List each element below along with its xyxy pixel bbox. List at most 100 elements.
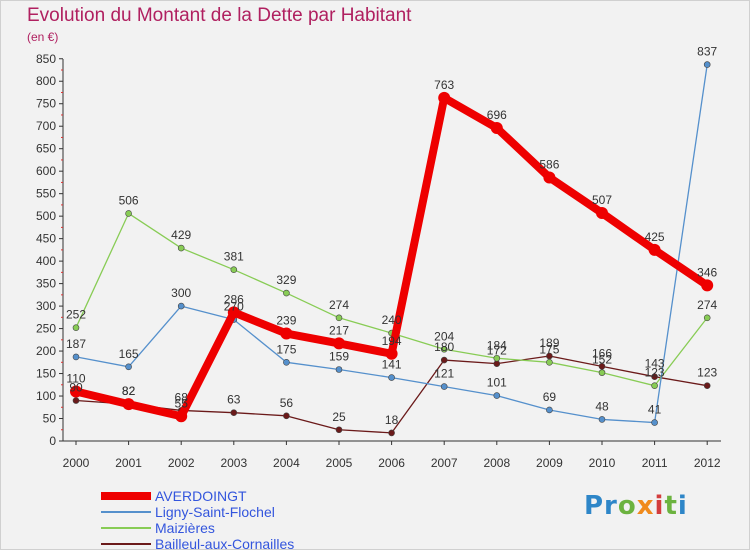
series-point bbox=[703, 382, 711, 389]
series-point bbox=[125, 363, 132, 371]
data-label: 381 bbox=[224, 250, 244, 264]
series-point bbox=[335, 426, 343, 434]
y-tick-label: 100 bbox=[36, 389, 56, 403]
y-tick-label: 150 bbox=[36, 367, 56, 381]
series-point bbox=[335, 366, 343, 373]
data-label: 180 bbox=[434, 340, 454, 354]
legend-swatch bbox=[101, 543, 151, 545]
legend-item: Maizières bbox=[101, 520, 361, 536]
x-tick-label: 2005 bbox=[326, 456, 353, 470]
series-point bbox=[546, 359, 553, 366]
series-point bbox=[648, 243, 661, 256]
unit-label: (en €) bbox=[27, 30, 59, 44]
series-point bbox=[651, 419, 658, 426]
x-tick-label: 2008 bbox=[483, 456, 510, 470]
data-label: 101 bbox=[487, 376, 507, 390]
series-point bbox=[598, 369, 606, 376]
legend-swatch bbox=[101, 527, 151, 529]
data-label: 240 bbox=[382, 313, 402, 327]
series-point bbox=[177, 244, 185, 252]
data-label: 239 bbox=[276, 314, 296, 328]
y-tick-label: 300 bbox=[36, 299, 56, 313]
legend: AVERDOINGT Ligny-Saint-Flochel Maizières Ba… bbox=[101, 488, 361, 550]
data-label: 123 bbox=[697, 366, 717, 380]
series-point bbox=[283, 359, 290, 366]
y-tick-label: 250 bbox=[36, 322, 56, 336]
data-label: 48 bbox=[595, 399, 609, 413]
data-label: 507 bbox=[592, 193, 612, 207]
x-tick-label: 2007 bbox=[431, 456, 458, 470]
legend-swatch bbox=[101, 492, 151, 500]
data-label: 194 bbox=[382, 334, 402, 348]
series-point bbox=[283, 289, 290, 297]
data-label: 286 bbox=[224, 292, 244, 306]
legend-item: Ligny-Saint-Flochel bbox=[101, 504, 361, 520]
y-tick-label: 400 bbox=[36, 254, 56, 268]
y-tick-label: 700 bbox=[36, 119, 56, 133]
data-label: 696 bbox=[487, 108, 507, 122]
data-label: 837 bbox=[697, 45, 717, 59]
x-tick-label: 2002 bbox=[168, 456, 195, 470]
series-point bbox=[703, 61, 711, 68]
data-label: 346 bbox=[697, 265, 717, 279]
data-label: 217 bbox=[329, 323, 349, 337]
y-tick-label: 200 bbox=[36, 344, 56, 358]
data-label: 56 bbox=[280, 396, 294, 410]
series-point bbox=[177, 302, 185, 310]
y-tick-label: 600 bbox=[36, 164, 56, 178]
series-point bbox=[175, 410, 188, 423]
data-label: 187 bbox=[66, 337, 86, 351]
data-label: 270 bbox=[224, 300, 244, 314]
series-point bbox=[122, 398, 135, 411]
data-label: 166 bbox=[592, 346, 612, 360]
data-label: 175 bbox=[539, 342, 559, 356]
x-tick-label: 2011 bbox=[642, 456, 668, 470]
series-point bbox=[490, 122, 503, 135]
series-point bbox=[388, 429, 395, 437]
data-label: 172 bbox=[487, 344, 507, 358]
x-tick-label: 2003 bbox=[220, 456, 247, 470]
data-label: 152 bbox=[592, 353, 612, 367]
series-point bbox=[333, 337, 345, 350]
x-tick-label: 2010 bbox=[589, 456, 616, 470]
data-label: 506 bbox=[119, 193, 139, 207]
data-label: 82 bbox=[122, 384, 136, 398]
y-tick-label: 550 bbox=[36, 187, 56, 201]
data-label: 159 bbox=[329, 349, 349, 363]
series-point bbox=[440, 383, 448, 390]
series-point bbox=[70, 385, 82, 398]
x-tick-label: 2004 bbox=[273, 456, 300, 470]
data-label: 63 bbox=[227, 393, 241, 407]
y-tick-label: 350 bbox=[36, 277, 56, 291]
legend-swatch bbox=[101, 511, 151, 513]
data-label: 41 bbox=[648, 403, 662, 417]
data-label: 763 bbox=[434, 78, 454, 92]
data-label: 204 bbox=[434, 329, 454, 343]
data-label: 55 bbox=[175, 396, 189, 410]
series-point bbox=[598, 416, 606, 423]
chart-title: Evolution du Montant de la Dette par Hab… bbox=[27, 5, 412, 26]
data-label: 189 bbox=[539, 336, 559, 350]
series-point bbox=[440, 345, 448, 353]
legend-item: Bailleul-aux-Cornailles bbox=[101, 536, 361, 550]
series-point bbox=[701, 279, 714, 292]
legend-label: Maizières bbox=[155, 520, 215, 536]
x-tick-label: 2009 bbox=[536, 456, 563, 470]
series-point bbox=[280, 327, 293, 340]
data-label: 110 bbox=[66, 372, 85, 386]
legend-label: Bailleul-aux-Cornailles bbox=[155, 536, 295, 550]
data-label: 18 bbox=[385, 413, 399, 427]
data-label: 429 bbox=[171, 228, 191, 242]
data-label: 68 bbox=[175, 390, 189, 404]
data-label: 175 bbox=[276, 342, 296, 356]
legend-label: AVERDOINGT bbox=[155, 488, 247, 504]
proxiti-logo: Proxiti bbox=[584, 491, 688, 521]
y-tick-label: 500 bbox=[36, 209, 56, 223]
data-label: 586 bbox=[539, 157, 559, 171]
legend-item: AVERDOINGT bbox=[101, 488, 361, 504]
series-point bbox=[72, 324, 80, 331]
data-label: 274 bbox=[329, 298, 349, 312]
x-tick-label: 2006 bbox=[378, 456, 405, 470]
